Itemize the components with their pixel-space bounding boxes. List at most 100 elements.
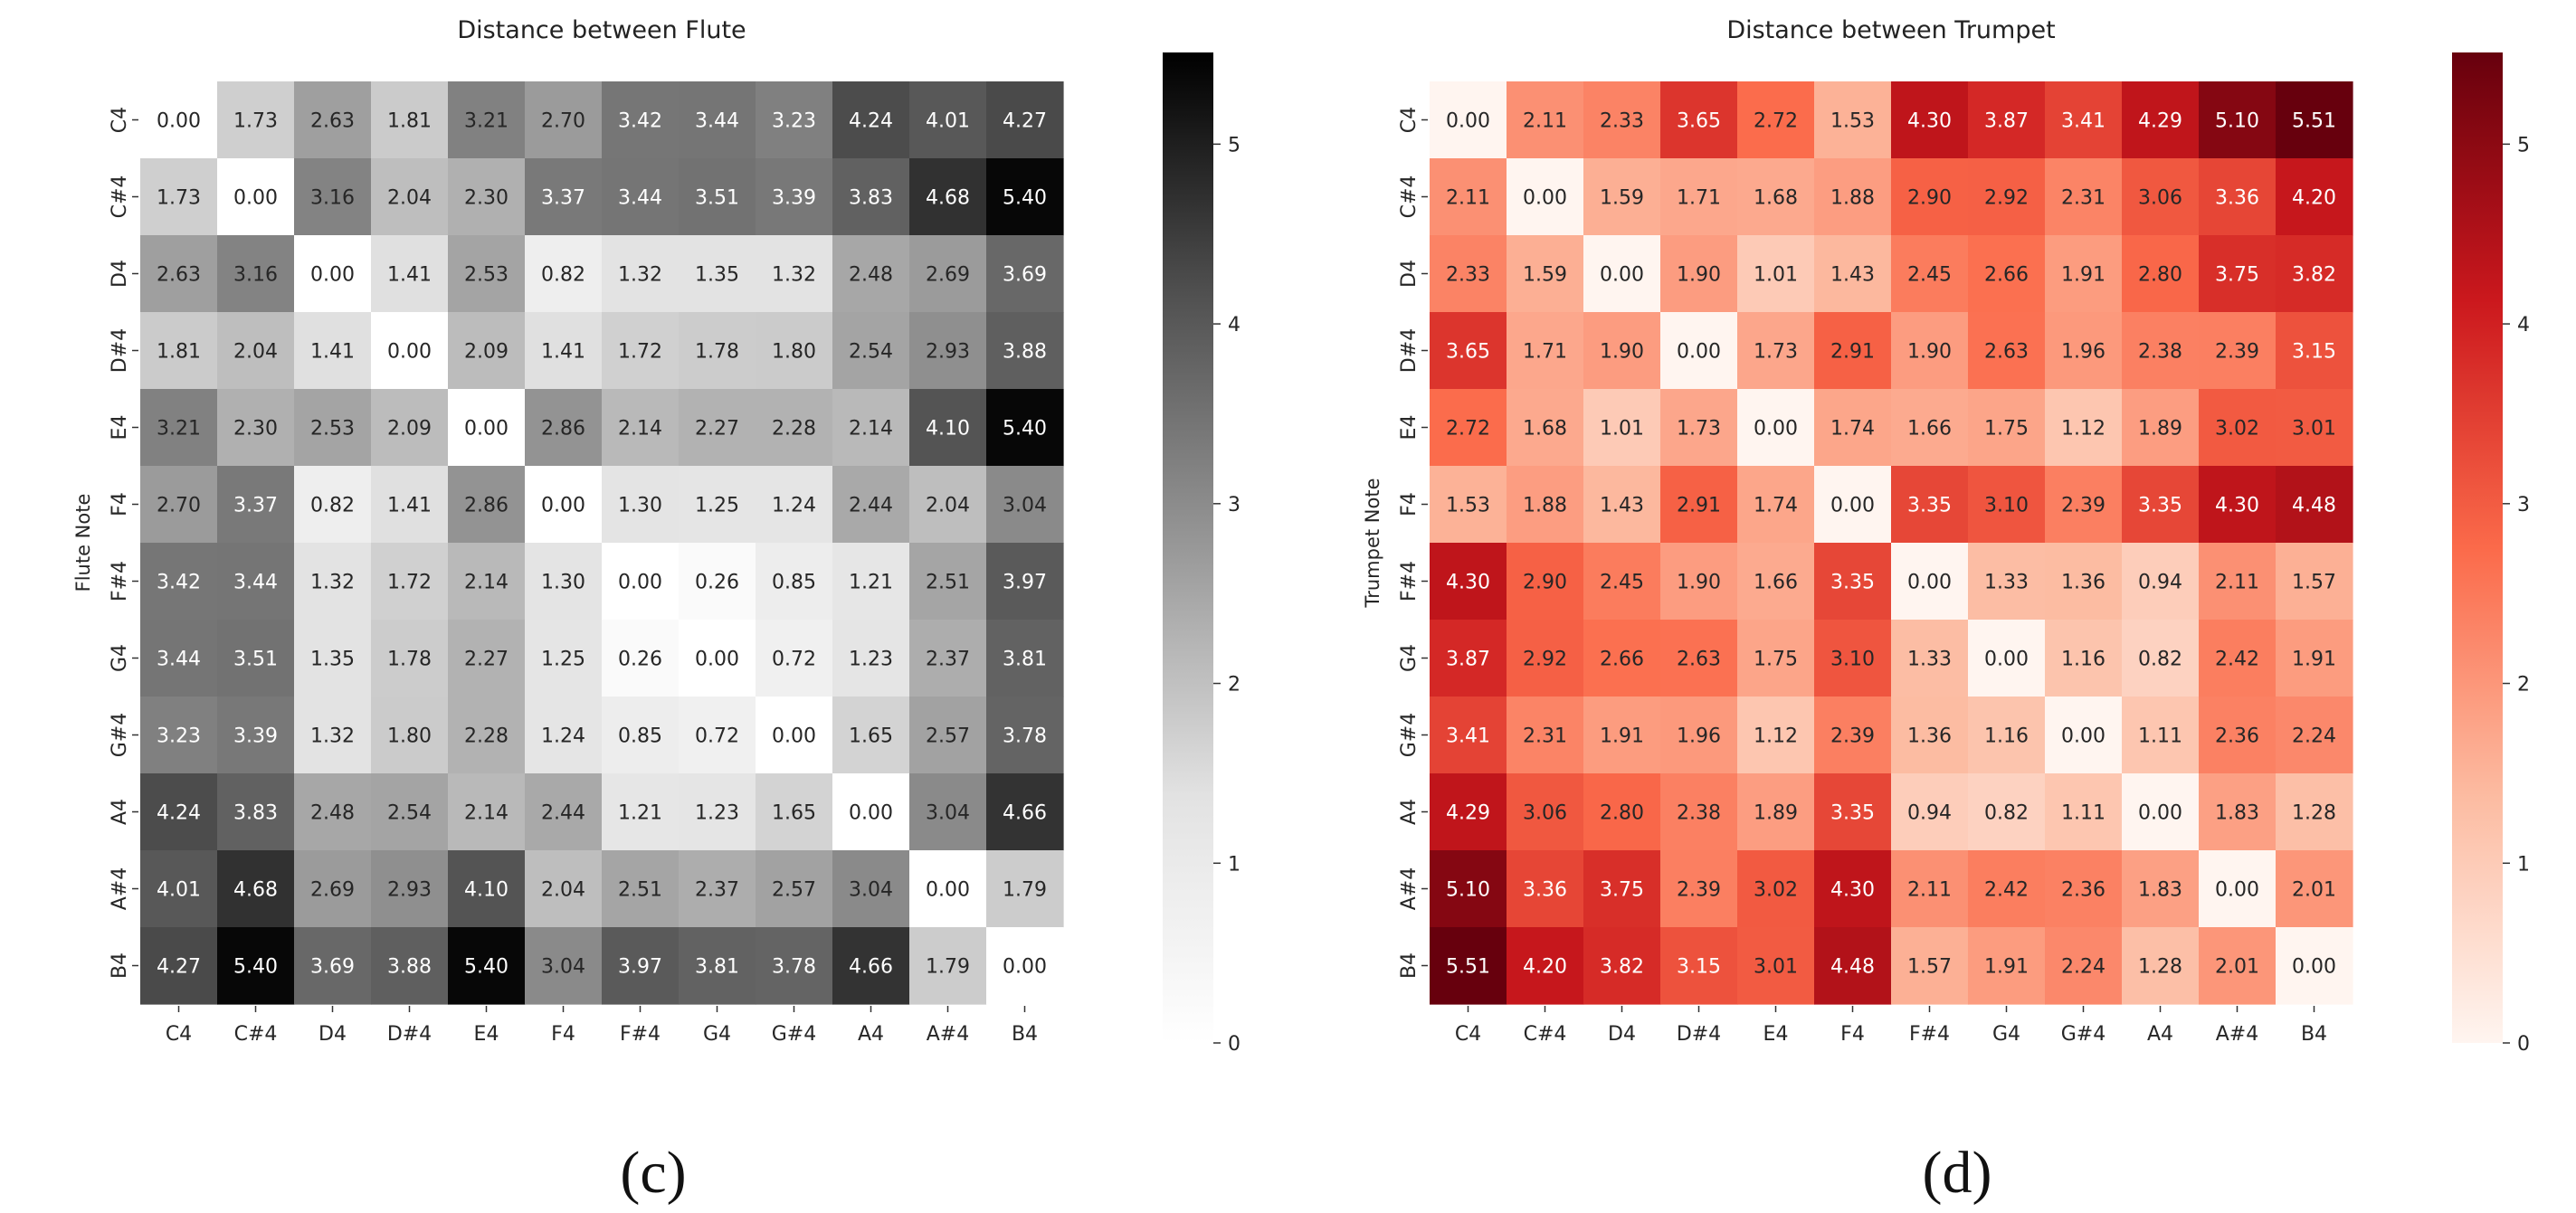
data-label: 4.01 <box>157 879 201 902</box>
heatmap-cell <box>1507 773 1584 851</box>
data-label: 4.29 <box>2138 110 2182 133</box>
x-tick-label: G4 <box>1992 1023 2020 1046</box>
data-label: 2.63 <box>157 264 201 287</box>
heatmap-cell <box>525 620 603 697</box>
data-label: 3.75 <box>1600 879 1644 902</box>
data-label: 0.94 <box>2138 572 2182 594</box>
data-label: 0.00 <box>2215 879 2259 902</box>
y-tick-label: F4 <box>109 492 131 516</box>
heatmap-cell <box>448 773 526 851</box>
data-label: 0.00 <box>1523 187 1567 210</box>
heatmap-cell <box>2276 158 2353 236</box>
heatmap-cell <box>756 312 833 390</box>
data-label: 1.91 <box>2292 649 2336 671</box>
x-tick-label: G4 <box>703 1023 731 1046</box>
heatmap-cell <box>1968 158 2046 236</box>
data-label: 1.24 <box>541 725 585 748</box>
heatmap-cell <box>371 927 449 1005</box>
y-tick-label: A#4 <box>1398 867 1421 910</box>
x-tick-label: C#4 <box>234 1023 278 1046</box>
colorbar-tick-label: 3 <box>2517 494 2530 516</box>
heatmap-cell <box>756 543 833 621</box>
data-label: 1.66 <box>1907 418 1952 441</box>
heatmap-cell <box>371 81 449 159</box>
data-label: 2.09 <box>387 418 432 441</box>
data-label: 0.00 <box>1830 495 1875 517</box>
data-label: 0.00 <box>1446 110 1490 133</box>
data-label: 3.04 <box>541 956 585 979</box>
heatmap-cell <box>832 158 910 236</box>
heatmap-cell <box>1891 389 1969 467</box>
heatmap-cell <box>1737 81 1815 159</box>
heatmap-cell <box>217 312 295 390</box>
heatmap-cell <box>294 466 372 544</box>
heatmap-cell <box>1814 389 1892 467</box>
heatmap-cell <box>140 697 218 774</box>
heatmap-cell <box>1968 697 2046 774</box>
heatmap-cell <box>371 389 449 467</box>
data-label: 1.78 <box>695 341 739 364</box>
heatmap-cell <box>448 389 526 467</box>
heatmap-cell <box>2045 466 2123 544</box>
y-axis-label: Trumpet Note <box>1362 478 1383 608</box>
data-label: 1.36 <box>1907 725 1952 748</box>
data-label: 1.79 <box>1003 879 1047 902</box>
heatmap-cell <box>756 927 833 1005</box>
data-label: 1.36 <box>2061 572 2105 594</box>
data-label: 1.43 <box>1600 495 1644 517</box>
data-label: 2.38 <box>1677 802 1721 825</box>
data-label: 1.11 <box>2061 802 2105 825</box>
heatmap-cell <box>679 697 756 774</box>
heatmap-cell <box>1430 850 1507 928</box>
x-tick-label: G#4 <box>2061 1023 2105 1046</box>
data-label: 2.53 <box>464 264 509 287</box>
data-label: 3.83 <box>849 187 893 210</box>
data-label: 1.73 <box>1677 418 1721 441</box>
heatmap-cell <box>1891 543 1969 621</box>
heatmap-cell <box>294 81 372 159</box>
data-label: 2.28 <box>772 418 816 441</box>
data-label: 2.31 <box>1523 725 1567 748</box>
heatmap-cell <box>679 773 756 851</box>
data-label: 3.87 <box>1446 649 1490 671</box>
y-tick-label: B4 <box>109 952 131 979</box>
heatmap-cell <box>217 927 295 1005</box>
heatmap-cell <box>986 697 1064 774</box>
heatmap-cell <box>1507 158 1584 236</box>
data-label: 3.69 <box>310 956 355 979</box>
heatmap-cell <box>679 158 756 236</box>
heatmap-cell <box>756 697 833 774</box>
heatmap-cell <box>2122 389 2200 467</box>
heatmap-cell <box>2122 927 2200 1005</box>
heatmap-cell <box>140 927 218 1005</box>
data-label: 2.14 <box>849 418 893 441</box>
heatmap-cell <box>986 158 1064 236</box>
data-label: 2.51 <box>926 572 970 594</box>
heatmap-cell <box>756 389 833 467</box>
data-label: 2.42 <box>2215 649 2259 671</box>
heatmap-cell <box>602 850 680 928</box>
data-label: 3.39 <box>233 725 278 748</box>
heatmap-cell <box>909 543 987 621</box>
data-label: 2.11 <box>1523 110 1567 133</box>
data-label: 4.20 <box>1523 956 1567 979</box>
heatmap-cell <box>1968 543 2046 621</box>
x-tick-label: A#4 <box>2216 1023 2258 1046</box>
colorbar-tick-label: 4 <box>2517 314 2530 336</box>
data-label: 2.37 <box>695 879 739 902</box>
data-label: 3.81 <box>695 956 739 979</box>
heatmap-cell <box>1507 620 1584 697</box>
heatmap-cell <box>602 312 680 390</box>
heatmap-cell <box>2122 620 2200 697</box>
heatmap-cell <box>1814 312 1892 390</box>
heatmap-cell <box>602 543 680 621</box>
data-label: 2.66 <box>1600 649 1644 671</box>
heatmap-cell <box>2122 543 2200 621</box>
data-label: 2.63 <box>310 110 355 133</box>
data-label: 2.70 <box>541 110 585 133</box>
data-label: 2.28 <box>464 725 509 748</box>
y-tick-label: F4 <box>1398 492 1421 516</box>
data-label: 1.72 <box>387 572 432 594</box>
y-tick-label: A#4 <box>109 867 131 910</box>
data-label: 2.33 <box>1600 110 1644 133</box>
